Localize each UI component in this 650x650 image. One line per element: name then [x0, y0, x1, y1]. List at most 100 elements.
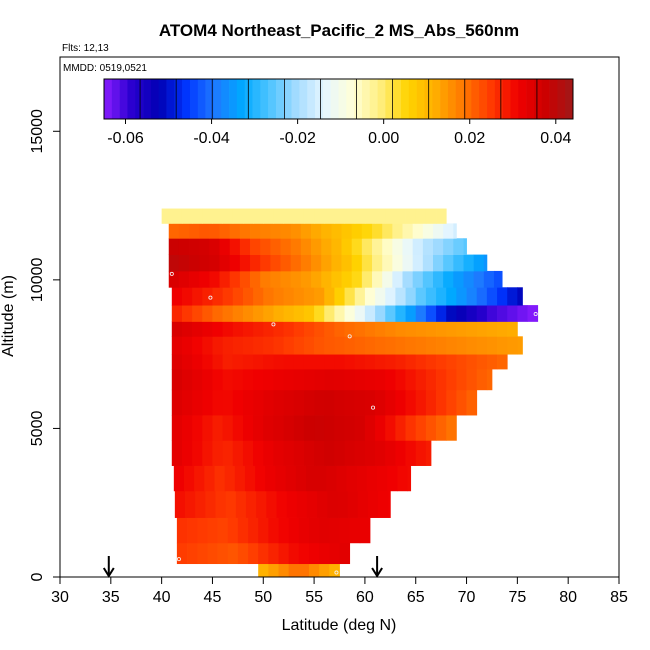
- colorbar-swatch: [416, 79, 425, 119]
- heatmap-cell: [324, 321, 335, 337]
- heatmap-cell: [314, 305, 325, 322]
- y-tick-label: 5000: [29, 411, 46, 447]
- heatmap-cell: [178, 238, 190, 255]
- heatmap-cell: [270, 254, 281, 272]
- x-tick-label: 80: [559, 589, 577, 606]
- heatmap-cell: [507, 305, 518, 322]
- heatmap-cell: [405, 440, 417, 466]
- heatmap-cell: [372, 270, 383, 288]
- heatmap-cell: [283, 415, 295, 441]
- heatmap-cell: [433, 270, 444, 288]
- heatmap-cell: [232, 208, 244, 224]
- colorbar-swatch: [244, 79, 253, 119]
- heatmap-cell: [382, 223, 393, 239]
- colorbar-swatch: [510, 79, 519, 119]
- heatmap-cell: [199, 238, 210, 255]
- heatmap-cell: [222, 336, 234, 355]
- heatmap-cell: [344, 440, 356, 466]
- heatmap-cell: [181, 369, 193, 391]
- heatmap-cell: [507, 287, 518, 306]
- heatmap-cell: [209, 223, 220, 239]
- heatmap-cell: [385, 354, 396, 370]
- heatmap-cell: [288, 542, 300, 565]
- heatmap-cell: [425, 389, 437, 416]
- heatmap-cell: [250, 223, 261, 239]
- colorbar-swatch: [502, 79, 511, 119]
- heatmap-cell: [385, 440, 396, 466]
- heatmap-cell: [278, 517, 290, 544]
- heatmap-cell: [195, 490, 206, 518]
- heatmap-cell: [314, 287, 325, 306]
- heatmap-cell: [293, 415, 305, 441]
- heatmap-cell: [181, 208, 193, 224]
- heatmap-cell: [253, 321, 264, 337]
- heatmap-cell: [229, 270, 241, 288]
- x-tick-label: 35: [102, 589, 120, 606]
- heatmap-cell: [311, 254, 322, 272]
- heatmap-cell: [280, 223, 292, 239]
- heatmap-cell: [463, 254, 475, 272]
- heatmap-cell: [395, 440, 406, 466]
- y-tick-label: 15000: [29, 109, 46, 154]
- heatmap-cell: [375, 305, 386, 322]
- heatmap-cell: [263, 208, 274, 224]
- heatmap-cell: [207, 517, 218, 544]
- heatmap-cell: [303, 305, 315, 322]
- heatmap-cell: [202, 440, 213, 466]
- heatmap-cell: [242, 369, 254, 391]
- heatmap-cell: [268, 563, 279, 578]
- heatmap-cell: [375, 287, 386, 306]
- heatmap-cell: [219, 223, 231, 239]
- heatmap-cell: [293, 354, 305, 370]
- heatmap-cell: [436, 336, 447, 355]
- heatmap-cell: [324, 305, 335, 322]
- heatmap-cell: [354, 369, 366, 391]
- heatmap-cell: [395, 369, 406, 391]
- colorbar-swatch: [393, 79, 402, 119]
- heatmap-cell: [354, 440, 366, 466]
- heatmap-cell: [168, 223, 180, 239]
- heatmap-cell: [278, 542, 290, 565]
- heatmap-cell: [486, 287, 498, 306]
- heatmap-cell: [173, 465, 185, 492]
- colorbar-swatch: [182, 79, 191, 119]
- heatmap-cell: [260, 254, 271, 272]
- heatmap-cell: [283, 287, 295, 306]
- heatmap-cell: [300, 254, 312, 272]
- heatmap-cell: [222, 321, 234, 337]
- heatmap-cell: [232, 321, 244, 337]
- colorbar-swatch: [432, 79, 441, 119]
- x-axis-label: Latitude (deg N): [282, 617, 397, 634]
- heatmap-cell: [242, 321, 254, 337]
- heatmap-cell: [295, 465, 307, 492]
- heatmap-cell: [334, 354, 345, 370]
- heatmap-cell: [248, 542, 259, 565]
- heatmap-cell: [293, 305, 305, 322]
- heatmap-cell: [242, 415, 254, 441]
- heatmap-cell: [300, 223, 312, 239]
- heatmap-cell: [331, 238, 342, 255]
- heatmap-cell: [300, 238, 312, 255]
- heatmap-cell: [242, 389, 254, 416]
- heatmap-cell: [283, 354, 295, 370]
- colorbar-swatch: [377, 79, 386, 119]
- heatmap-cell: [476, 336, 488, 355]
- heatmap-cell: [222, 287, 234, 306]
- heatmap-cell: [237, 542, 249, 565]
- heatmap-cell: [395, 415, 406, 441]
- heatmap-cell: [456, 321, 467, 337]
- heatmap-cell: [202, 336, 213, 355]
- heatmap-cell: [263, 415, 274, 441]
- flight-marker-arrow: [102, 556, 115, 578]
- heatmap-cell: [334, 389, 345, 416]
- colorbar-tick-label: 0.04: [540, 130, 571, 147]
- heatmap-cell: [364, 336, 376, 355]
- heatmap-cell: [290, 238, 302, 255]
- heatmap-cell: [378, 490, 389, 518]
- heatmap-cell: [425, 369, 437, 391]
- heatmap-cell: [347, 490, 359, 518]
- heatmap-cell: [217, 542, 229, 565]
- heatmap-cell: [253, 287, 264, 306]
- heatmap-cell: [224, 465, 236, 492]
- colorbar-swatch: [135, 79, 144, 119]
